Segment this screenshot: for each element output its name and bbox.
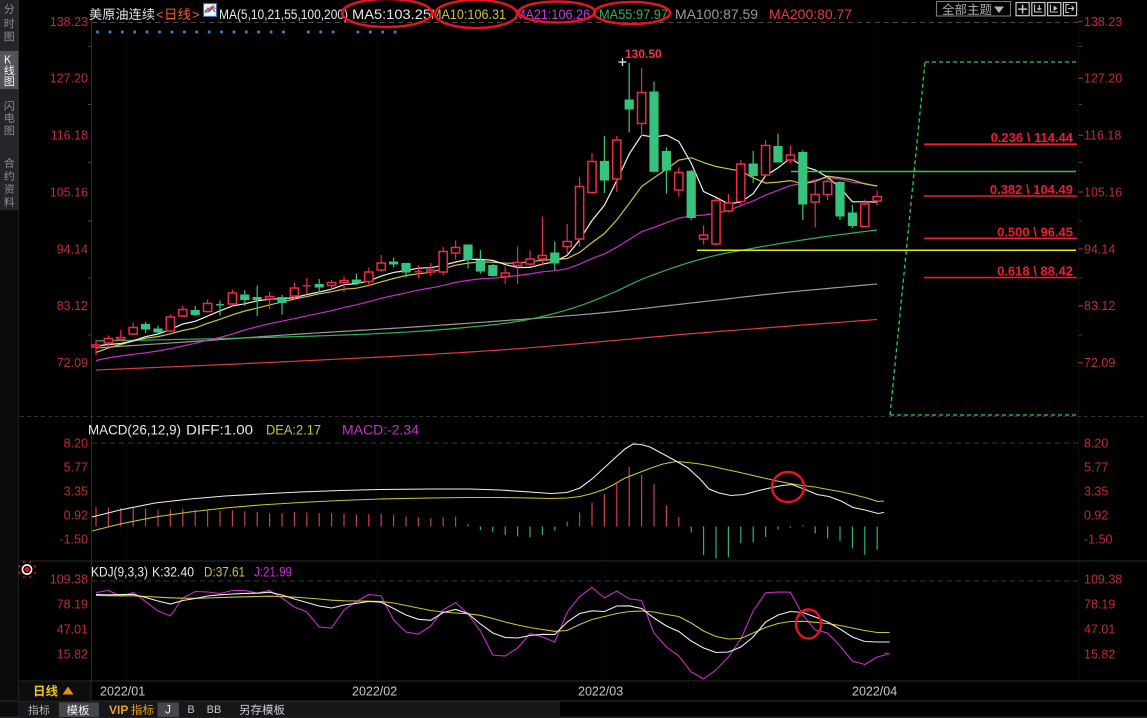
svg-text:78.19: 78.19 [57,597,88,611]
svg-text:<: < [156,7,164,22]
svg-text:78.19: 78.19 [1084,597,1115,611]
svg-text:127.20: 127.20 [50,72,88,86]
svg-text:DIFF:1.00: DIFF:1.00 [186,423,253,438]
svg-text:2022/01: 2022/01 [100,685,145,699]
svg-text:2022/04: 2022/04 [852,685,897,699]
svg-text:127.20: 127.20 [1084,72,1122,86]
svg-text:0.92: 0.92 [1084,508,1108,522]
svg-text:2022/02: 2022/02 [352,685,397,699]
svg-text:2022/03: 2022/03 [578,685,623,699]
svg-text:B: B [187,704,194,716]
svg-text:J:21.99: J:21.99 [254,565,292,580]
svg-text:KDJ(9,3,3): KDJ(9,3,3) [91,565,148,580]
svg-text:0.382 \ 104.49: 0.382 \ 104.49 [990,182,1073,197]
svg-text:MA(5,10,21,55,100,200): MA(5,10,21,55,100,200) [219,7,348,22]
svg-text:105.16: 105.16 [50,185,88,199]
svg-text:J: J [165,703,171,717]
svg-text:VIP: VIP [109,703,128,717]
svg-text:8.20: 8.20 [64,436,88,450]
svg-text:5.77: 5.77 [64,460,88,474]
svg-text:0.92: 0.92 [64,508,88,522]
svg-text:BB: BB [207,704,222,716]
svg-text:83.12: 83.12 [57,299,88,313]
svg-text:3.35: 3.35 [64,484,88,498]
svg-text:>: > [192,7,200,22]
svg-text:47.01: 47.01 [1084,622,1115,636]
svg-text:0.618 \ 88.42: 0.618 \ 88.42 [997,264,1073,279]
svg-text:83.12: 83.12 [1084,299,1115,313]
svg-text:MA10:106.31: MA10:106.31 [431,7,506,22]
svg-text:116.18: 116.18 [51,129,88,143]
svg-text:72.09: 72.09 [1084,356,1115,370]
svg-text:0.500 \ 96.45: 0.500 \ 96.45 [997,224,1073,239]
svg-text:47.01: 47.01 [57,622,88,636]
svg-text:MA21:106.26: MA21:106.26 [515,7,590,22]
svg-text:15.82: 15.82 [1084,647,1115,661]
svg-text:105.16: 105.16 [1084,185,1122,199]
svg-text:116.18: 116.18 [1084,129,1121,143]
svg-text:-1.50: -1.50 [1084,532,1113,546]
svg-text:94.14: 94.14 [1084,242,1115,256]
svg-text:MA100:87.59: MA100:87.59 [675,7,758,22]
svg-text:109.38: 109.38 [1084,572,1122,586]
svg-text:K:32.40: K:32.40 [152,565,194,580]
svg-text:MA5:103.25: MA5:103.25 [352,7,431,22]
svg-text:MA55:97.97: MA55:97.97 [599,7,668,22]
svg-text:D:37.61: D:37.61 [204,565,245,580]
svg-text:MACD:-2.34: MACD:-2.34 [342,423,419,438]
svg-text:94.14: 94.14 [57,242,88,256]
svg-text:3.35: 3.35 [1084,484,1108,498]
svg-text:138.23: 138.23 [50,15,88,29]
svg-text:0.236 \ 114.44: 0.236 \ 114.44 [991,130,1074,145]
svg-text:138.23: 138.23 [1084,15,1122,29]
svg-text:MA200:80.77: MA200:80.77 [769,7,852,22]
svg-text:-1.50: -1.50 [60,532,89,546]
svg-text:15.82: 15.82 [57,647,88,661]
svg-text:109.38: 109.38 [50,572,88,586]
svg-text:130.50: 130.50 [625,47,662,61]
svg-text:8.20: 8.20 [1084,436,1108,450]
svg-text:72.09: 72.09 [57,356,88,370]
svg-text:MACD(26,12,9): MACD(26,12,9) [88,423,181,438]
svg-text:5.77: 5.77 [1084,460,1108,474]
svg-text:DEA:2.17: DEA:2.17 [266,423,321,438]
